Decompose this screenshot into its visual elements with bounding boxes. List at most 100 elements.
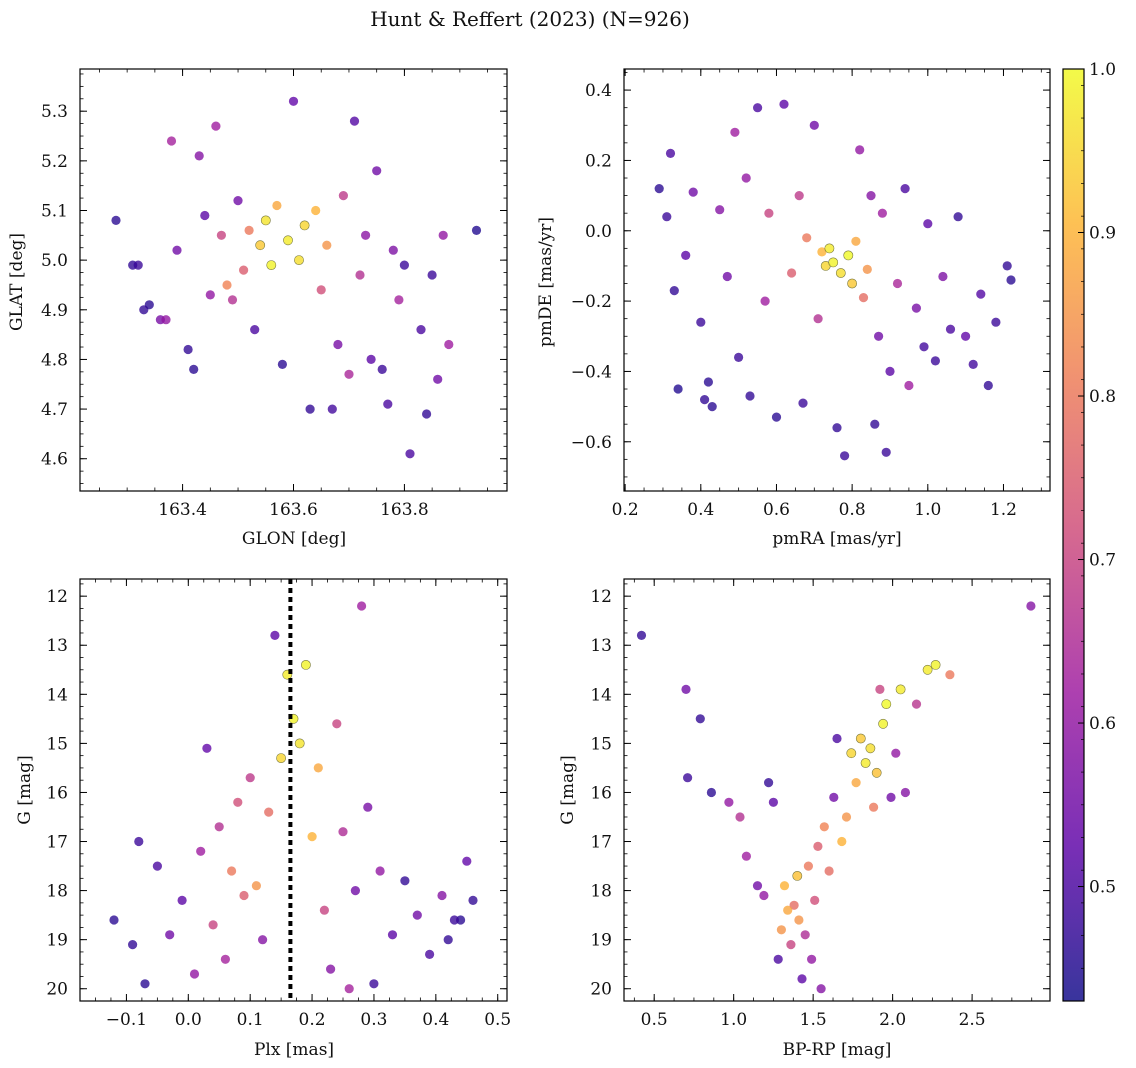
y-tick-label: 4.8 bbox=[41, 350, 68, 370]
data-point bbox=[332, 719, 342, 729]
y-tick-label: 4.7 bbox=[41, 400, 68, 420]
data-point bbox=[722, 271, 732, 282]
data-point bbox=[794, 191, 804, 201]
data-point bbox=[165, 930, 175, 940]
y-tick-label: 16 bbox=[590, 783, 612, 803]
data-point bbox=[662, 212, 672, 222]
x-tick-label: 0.4 bbox=[422, 1010, 449, 1030]
data-point bbox=[128, 940, 138, 950]
x-tick-label: 1.0 bbox=[720, 1010, 747, 1030]
data-point bbox=[272, 200, 282, 211]
data-point bbox=[735, 812, 745, 822]
data-point bbox=[133, 260, 143, 270]
panel-proper-motion: 0.2 0.4 0.6 0.8 1.0 1.2 −0.6 −0.4 −0.2 0.0 0.2 0.4… bbox=[536, 68, 1051, 549]
data-point bbox=[865, 743, 876, 754]
x-tick-label: 0.2 bbox=[299, 1010, 326, 1030]
data-point bbox=[134, 836, 144, 847]
data-point bbox=[881, 447, 891, 457]
y-tick-label: 0.4 bbox=[585, 81, 612, 101]
data-point bbox=[809, 120, 819, 130]
data-point bbox=[707, 402, 717, 412]
data-point bbox=[233, 196, 243, 206]
y-tick-label: 20 bbox=[46, 980, 68, 1000]
data-point bbox=[798, 398, 808, 408]
data-point bbox=[468, 895, 478, 906]
data-point bbox=[753, 103, 763, 113]
data-point bbox=[919, 342, 929, 352]
data-point bbox=[350, 886, 360, 896]
data-point bbox=[862, 264, 872, 274]
y-axis-label: G [mag] bbox=[15, 755, 35, 824]
data-point bbox=[462, 856, 472, 866]
data-point bbox=[422, 409, 432, 419]
data-point bbox=[771, 412, 782, 422]
colorbar-tick-label: 0.5 bbox=[1089, 878, 1116, 898]
plot-area bbox=[623, 578, 1051, 1002]
x-tick-label: 163.8 bbox=[380, 500, 429, 520]
data-point bbox=[786, 940, 796, 950]
data-point bbox=[139, 305, 149, 315]
data-point bbox=[307, 832, 317, 842]
colorbar: 0.5 0.6 0.7 0.8 0.9 1.0 bbox=[1062, 60, 1116, 1002]
data-point bbox=[810, 895, 820, 906]
data-point bbox=[369, 979, 379, 989]
data-point bbox=[794, 915, 804, 925]
y-axis-label: pmDE [mas/yr] bbox=[536, 217, 556, 347]
y-tick-label: 5.2 bbox=[41, 152, 68, 172]
data-point bbox=[427, 270, 437, 280]
data-point bbox=[270, 630, 280, 641]
data-point bbox=[394, 295, 404, 305]
x-tick-label: 0.0 bbox=[175, 1010, 202, 1030]
data-point bbox=[211, 121, 221, 131]
data-point bbox=[871, 767, 882, 778]
data-point bbox=[300, 660, 311, 670]
data-point bbox=[673, 384, 683, 394]
data-point bbox=[803, 861, 814, 871]
data-point bbox=[288, 96, 299, 106]
data-point bbox=[111, 215, 121, 225]
data-point bbox=[357, 601, 367, 611]
data-point bbox=[696, 317, 706, 327]
y-tick-label: 18 bbox=[590, 882, 612, 902]
data-point bbox=[433, 374, 443, 384]
x-tick-label: −0.1 bbox=[106, 1010, 147, 1030]
data-point bbox=[892, 278, 903, 289]
data-point bbox=[900, 787, 911, 798]
data-point bbox=[161, 315, 171, 325]
x-tick-label: 1.5 bbox=[800, 1010, 827, 1030]
x-tick-label: 2.0 bbox=[879, 1010, 906, 1030]
data-point bbox=[741, 851, 752, 861]
data-point bbox=[1006, 275, 1016, 285]
y-tick-label: 19 bbox=[46, 931, 68, 951]
data-point bbox=[904, 380, 914, 391]
data-point bbox=[437, 890, 447, 901]
data-point bbox=[745, 391, 755, 401]
data-point bbox=[819, 822, 829, 832]
y-tick-label: 5.0 bbox=[41, 251, 68, 271]
data-point bbox=[311, 205, 321, 216]
plot-area bbox=[623, 68, 1051, 492]
data-point bbox=[843, 250, 854, 261]
data-point bbox=[938, 271, 948, 282]
data-point bbox=[444, 339, 454, 350]
data-point bbox=[991, 317, 1001, 327]
data-point bbox=[202, 743, 212, 753]
data-point bbox=[681, 250, 691, 260]
data-point bbox=[319, 905, 329, 915]
data-point bbox=[878, 718, 888, 729]
data-point bbox=[322, 240, 332, 250]
panel-parallax-magnitude: −0.1 0.0 0.1 0.2 0.3 0.4 0.5 12 13 14 15 16 17 18 19 2… bbox=[15, 578, 511, 1060]
data-point bbox=[344, 369, 354, 379]
y-tick-label: −0.2 bbox=[571, 292, 612, 312]
data-point bbox=[109, 915, 119, 925]
data-point bbox=[787, 268, 797, 278]
data-point bbox=[425, 949, 435, 960]
data-point bbox=[172, 245, 182, 255]
data-point bbox=[227, 866, 237, 876]
data-point bbox=[922, 664, 933, 675]
y-tick-label: 5.3 bbox=[41, 102, 68, 122]
data-point bbox=[983, 380, 993, 391]
colorbar-tick-label: 1.0 bbox=[1089, 60, 1116, 80]
data-point bbox=[807, 954, 817, 964]
